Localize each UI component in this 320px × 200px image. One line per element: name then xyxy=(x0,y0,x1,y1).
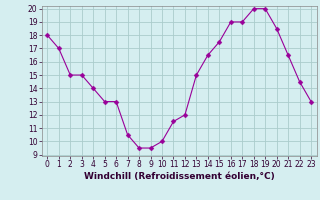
X-axis label: Windchill (Refroidissement éolien,°C): Windchill (Refroidissement éolien,°C) xyxy=(84,172,275,181)
